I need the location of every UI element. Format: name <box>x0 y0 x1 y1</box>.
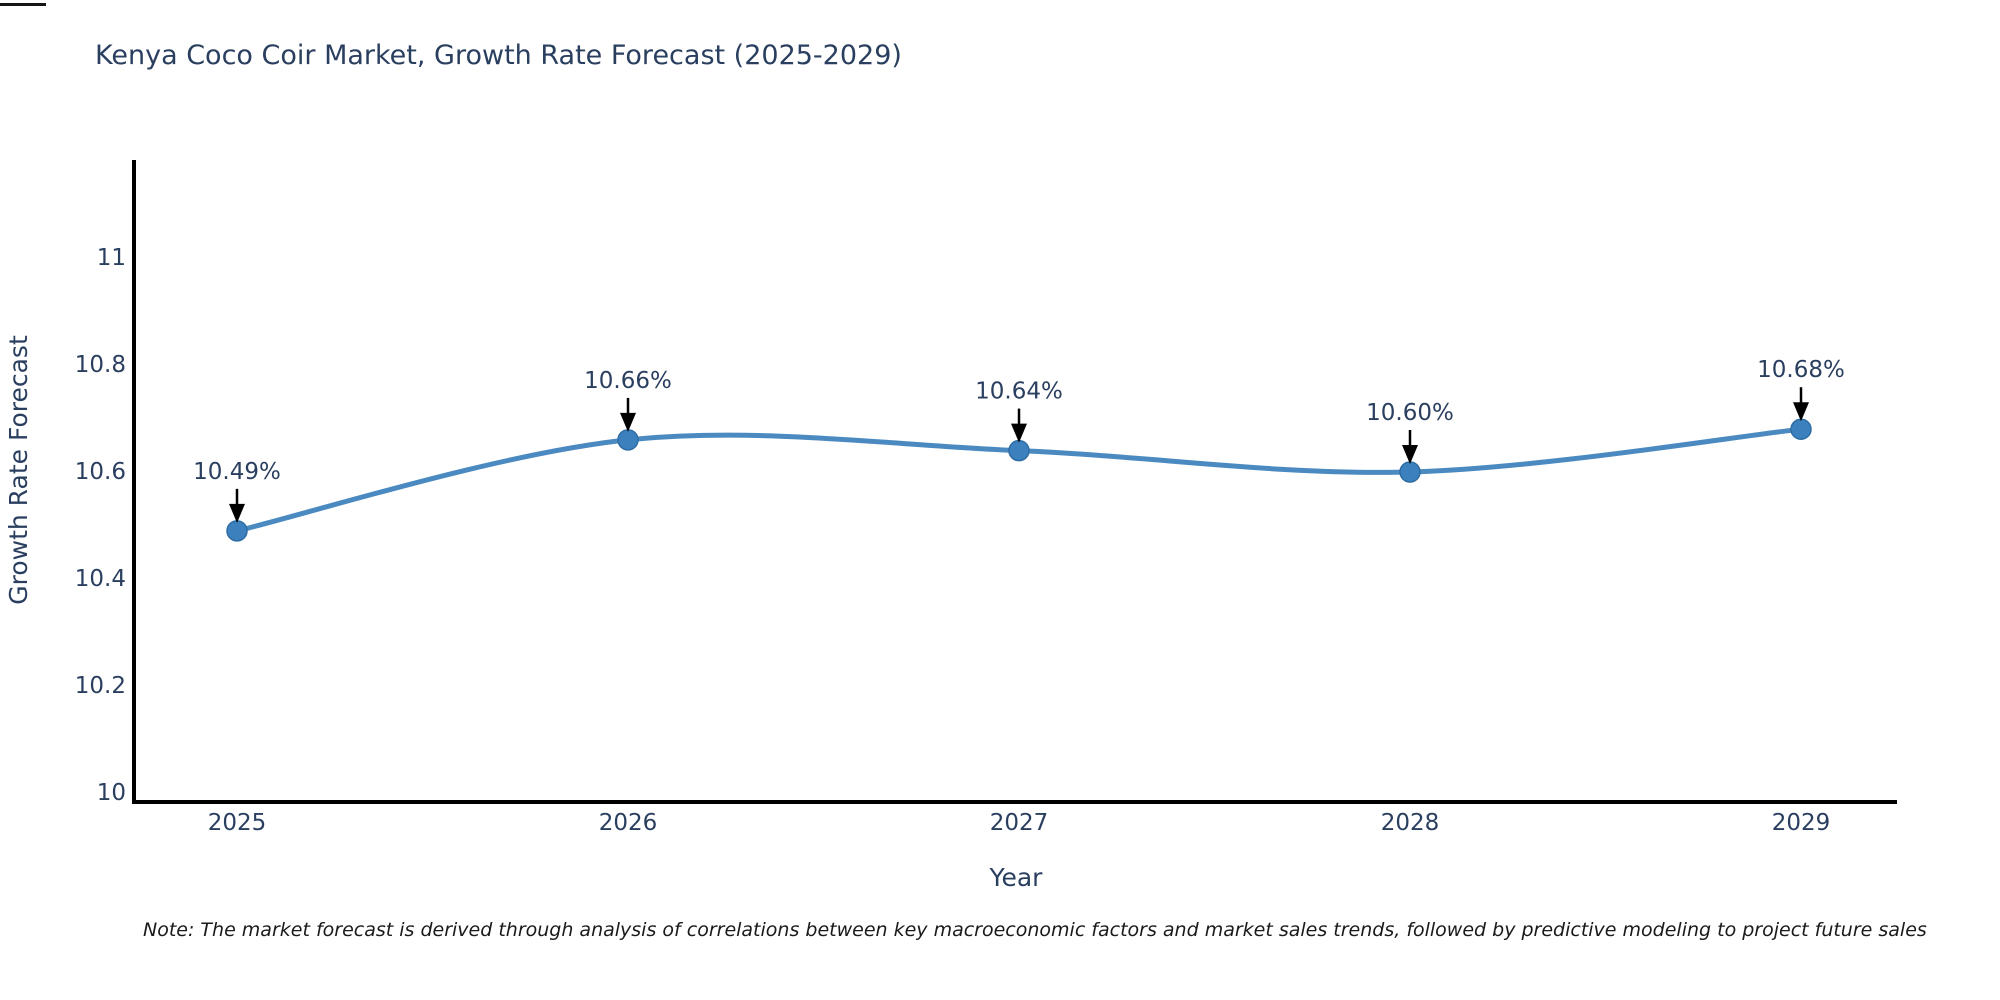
point-value-label: 10.60% <box>1366 400 1454 426</box>
tick-labels: 10 10.2 10.4 10.6 10.8 11 2025 2026 2027 2028 2029 <box>75 245 1830 836</box>
point-value-label: 10.66% <box>584 368 672 394</box>
x-tick-label: 2026 <box>599 810 658 836</box>
y-tick-label: 10.6 <box>75 459 126 485</box>
y-tick-label: 10.4 <box>75 566 126 592</box>
data-series <box>226 418 1812 542</box>
annotation-arrowhead-icon <box>1011 423 1027 443</box>
annotation-arrowhead-icon <box>1793 402 1809 422</box>
x-tick-label: 2029 <box>1772 810 1831 836</box>
y-tick-label: 10.2 <box>75 673 126 699</box>
x-tick-label: 2027 <box>990 810 1049 836</box>
data-point-marker <box>1399 461 1421 483</box>
y-tick-label: 10.8 <box>75 352 126 378</box>
annotation-arrowhead-icon <box>1402 445 1418 464</box>
annotation-arrowhead-icon <box>229 503 245 523</box>
x-tick-label: 2025 <box>208 810 267 836</box>
point-annotations: 10.49% 10.66% 10.64% 10.60% 10.68% <box>193 357 1845 523</box>
y-tick-label: 10 <box>97 780 126 806</box>
y-axis-title: Growth Rate Forecast <box>4 335 33 605</box>
data-point-marker <box>226 520 248 542</box>
chart-title: Kenya Coco Coir Market, Growth Rate Fore… <box>95 40 902 71</box>
data-point-marker <box>617 429 639 451</box>
annotation-arrowhead-icon <box>620 412 636 432</box>
y-tick-label: 11 <box>97 245 126 271</box>
data-point-marker <box>1790 418 1812 440</box>
point-value-label: 10.68% <box>1757 357 1845 383</box>
data-point-marker <box>1008 439 1030 462</box>
x-tick-label: 2028 <box>1381 810 1440 836</box>
axes <box>132 160 1897 804</box>
top-left-line-artifact <box>0 3 46 6</box>
x-axis-title: Year <box>989 863 1044 892</box>
footnote: Note: The market forecast is derived thr… <box>143 919 1927 941</box>
point-value-label: 10.64% <box>975 379 1063 405</box>
point-value-label: 10.49% <box>193 459 281 485</box>
